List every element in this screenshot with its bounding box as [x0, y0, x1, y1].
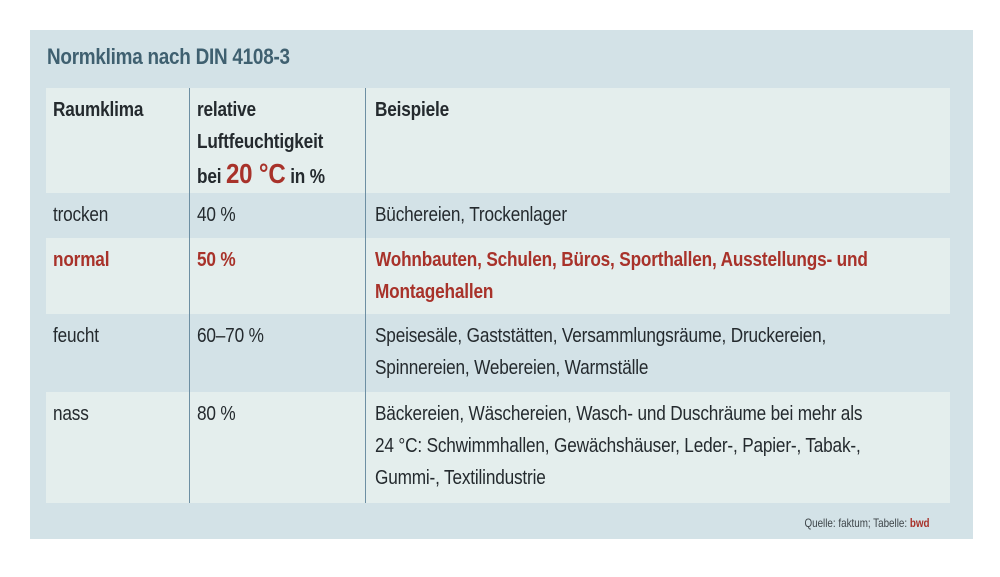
cell-feuchte: 40 % [189, 193, 365, 238]
table-title: Normklima nach DIN 4108-3 [47, 44, 290, 69]
cell-beispiele: Bäckereien, Wäschereien, Wasch- und Dusc… [365, 392, 950, 503]
temperature-highlight: 20 °C [225, 158, 286, 189]
cell-feuchte: 60–70 % [189, 314, 365, 392]
cell-beispiele: Büchereien, Trockenlager [365, 193, 950, 238]
header-beispiele: Beispiele [365, 88, 950, 193]
cell-feuchte: 50 % [189, 238, 365, 314]
cell-beispiele: Speisesäle, Gaststätten, Versammlungsräu… [365, 314, 950, 392]
source-credit: Quelle: faktum; Tabelle: bwd [804, 516, 930, 530]
table-row: feucht 60–70 % Speisesäle, Gaststätten, … [46, 314, 950, 392]
header-raumklima: Raumklima [53, 99, 144, 121]
cell-feuchte: 80 % [189, 392, 365, 503]
table-row: nass 80 % Bäckereien, Wäschereien, Wasch… [46, 392, 950, 503]
table-row-highlighted: normal 50 % Wohnbauten, Schulen, Büros, … [46, 238, 950, 314]
brand-label: bwd [910, 516, 930, 530]
cell-raumklima: trocken [53, 204, 109, 226]
climate-table: Raumklima relative Luftfeuchtigkeit bei … [46, 88, 950, 503]
cell-beispiele: Wohnbauten, Schulen, Büros, Sporthallen,… [365, 238, 950, 314]
cell-raumklima: feucht [53, 325, 99, 347]
infobox: Normklima nach DIN 4108-3 Raumklima rela… [30, 30, 973, 539]
header-luftfeuchtigkeit: relative Luftfeuchtigkeit bei 20 °C in % [189, 88, 365, 193]
cell-raumklima: normal [53, 249, 110, 271]
table-row: trocken 40 % Büchereien, Trockenlager [46, 193, 950, 238]
cell-raumklima: nass [53, 403, 89, 425]
table-header-row: Raumklima relative Luftfeuchtigkeit bei … [46, 88, 950, 193]
